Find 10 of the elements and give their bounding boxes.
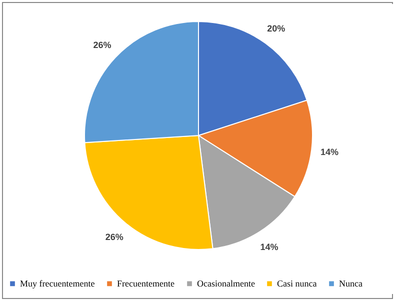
legend-label: Ocasionalmente [197,278,255,289]
legend-label: Frecuentemente [117,278,174,289]
data-label: 14% [260,242,278,252]
legend-label: Muy frecuentemente [20,278,95,289]
data-label: 14% [320,147,338,158]
data-label: 26% [93,40,112,50]
data-label: 26% [105,232,124,242]
legend-label: Casi nunca [277,278,317,289]
data-label: 20% [267,24,286,34]
legend-label: Nunca [339,278,362,289]
